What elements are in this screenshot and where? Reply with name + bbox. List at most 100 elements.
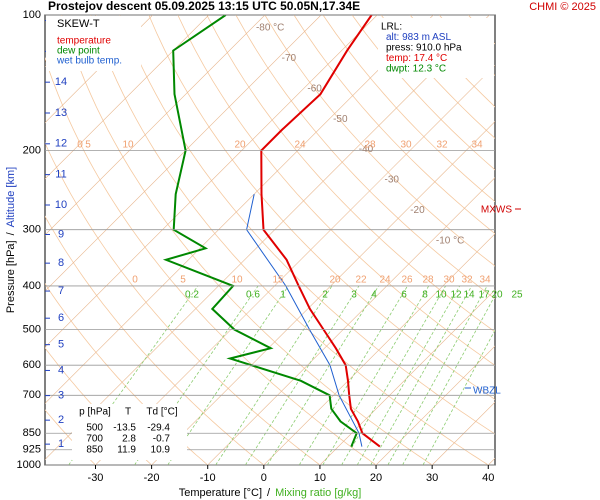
dry-adiabat — [206, 15, 495, 333]
profile-line — [162, 15, 358, 447]
table-cell: -0.7 — [153, 434, 171, 445]
isotherm-label: -10 °C — [436, 235, 464, 246]
altitude-tick-label: 2 — [58, 414, 64, 426]
altitude-tick-label: 13 — [55, 107, 67, 119]
chart-title: Prostejov descent 05.09.2025 13:15 UTC 5… — [48, 0, 360, 13]
lrl-line: LRL: — [381, 22, 402, 33]
theta-label: 0 — [77, 140, 83, 151]
theta-label: 34 — [471, 140, 483, 151]
altitude-tick-label: 9 — [58, 228, 64, 240]
theta-label: 15 — [272, 275, 284, 286]
x-axis-title: Temperature [°C] / Mixing ratio [g/kg] — [179, 487, 362, 499]
mixing-ratio-label: 0.6 — [246, 290, 260, 301]
altitude-tick-label: 14 — [55, 76, 67, 88]
isotherm-label: -50 — [333, 114, 348, 125]
theta-label: 20 — [234, 140, 246, 151]
mixing-ratio-label: 25 — [511, 290, 523, 301]
profile-line — [246, 193, 363, 447]
table-box — [72, 404, 187, 460]
y-axis-title: Pressure [hPa] / Altitude [km] — [5, 167, 17, 313]
isotherm-label: -80 °C — [256, 23, 284, 34]
theta-label: 24 — [294, 140, 306, 151]
table-header: Td [°C] — [146, 407, 177, 418]
y-tick-label: 400 — [23, 280, 41, 292]
theta-label: 28 — [422, 275, 434, 286]
isotherm — [488, 457, 495, 465]
mixing-ratio-label: 12 — [450, 290, 462, 301]
x-tick-label: -20 — [144, 472, 160, 484]
table-cell: -29.4 — [147, 423, 170, 434]
mixing-ratio-label: 14 — [463, 290, 475, 301]
wbzl-label: WBZL — [473, 386, 501, 397]
y-tick-label: 300 — [23, 224, 41, 236]
mixing-ratio-label: 10 — [435, 290, 447, 301]
y-axis-title-part: / — [5, 231, 17, 235]
mixing-ratio-label: 20 — [491, 290, 503, 301]
legend-entry: dew point — [57, 46, 100, 57]
isotherm — [45, 15, 266, 236]
isotherm — [95, 65, 495, 465]
theta-label: 10 — [231, 275, 243, 286]
theta-label: 28 — [364, 140, 376, 151]
theta-label: 26 — [401, 275, 413, 286]
background-lines — [45, 15, 600, 465]
dry-adiabat — [497, 15, 600, 465]
altitude-tick-label: 6 — [58, 312, 64, 324]
altitude-tick-label: 10 — [55, 199, 67, 211]
mixing-ratio-line — [245, 285, 360, 465]
lrl-line: press: 910.0 hPa — [386, 43, 462, 54]
table-cell: 10.9 — [151, 445, 171, 456]
isotherm-label: -40 — [359, 144, 374, 155]
isotherm — [45, 15, 434, 404]
isotherm — [45, 15, 490, 460]
mixing-ratio-label: 8 — [422, 290, 428, 301]
y-tick-label: 600 — [23, 359, 41, 371]
profile-line — [260, 15, 381, 448]
altitude-tick-label: 5 — [58, 339, 64, 351]
y-tick-label: 1000 — [17, 459, 41, 471]
isotherm-label: -30 — [384, 175, 399, 186]
dry-adiabat — [148, 15, 495, 400]
isotherm — [207, 177, 495, 465]
x-tick-label: 40 — [482, 472, 494, 484]
isotherm-label: -60 — [307, 83, 322, 94]
y-tick-label: 700 — [23, 389, 41, 401]
theta-label: 24 — [379, 275, 391, 286]
lrl-line: dwpt: 12.3 °C — [386, 64, 446, 75]
table-cell: -13.5 — [113, 423, 136, 434]
isotherm-label: -70 — [282, 53, 297, 64]
theta-label: 34 — [479, 275, 491, 286]
x-tick-label: 10 — [314, 472, 326, 484]
mixing-ratio-line — [341, 285, 446, 465]
mixing-ratio-label: 3 — [351, 290, 357, 301]
dry-adiabat — [177, 15, 495, 366]
theta-label: 5 — [180, 275, 186, 286]
x-tick-label: 30 — [426, 472, 438, 484]
x-axis-title-part: / — [267, 487, 271, 499]
theta-label: 20 — [329, 275, 341, 286]
plot-frame — [44, 14, 496, 466]
isotherm — [45, 15, 322, 292]
altitude-tick-label: 11 — [55, 169, 66, 181]
isotherm-label: -20 — [410, 205, 425, 216]
mixing-ratio-label: 0.2 — [185, 290, 199, 301]
mixing-ratio-label: 4 — [371, 290, 377, 301]
mixing-ratio-line — [167, 285, 289, 465]
isotherm — [151, 121, 495, 465]
y-axis-title-part: Altitude [km] — [5, 167, 17, 228]
table-cell: 2.8 — [122, 434, 136, 445]
y-axis-title-part: Pressure [hPa] — [5, 240, 17, 313]
table-cell: 500 — [86, 423, 103, 434]
legend-entry: temperature — [57, 36, 111, 47]
y-tick-label: 100 — [23, 9, 41, 21]
credit: CHMI © 2025 — [529, 1, 596, 13]
x-axis-title-part: Temperature [°C] — [179, 487, 262, 499]
y-tick-label: 500 — [23, 323, 41, 335]
profiles — [162, 15, 381, 448]
lrl-line: alt: 983 m ASL — [386, 32, 451, 43]
mixing-ratio-label: 17 — [478, 290, 490, 301]
x-tick-label: 0 — [261, 472, 267, 484]
mixing-ratio-line — [370, 285, 473, 465]
